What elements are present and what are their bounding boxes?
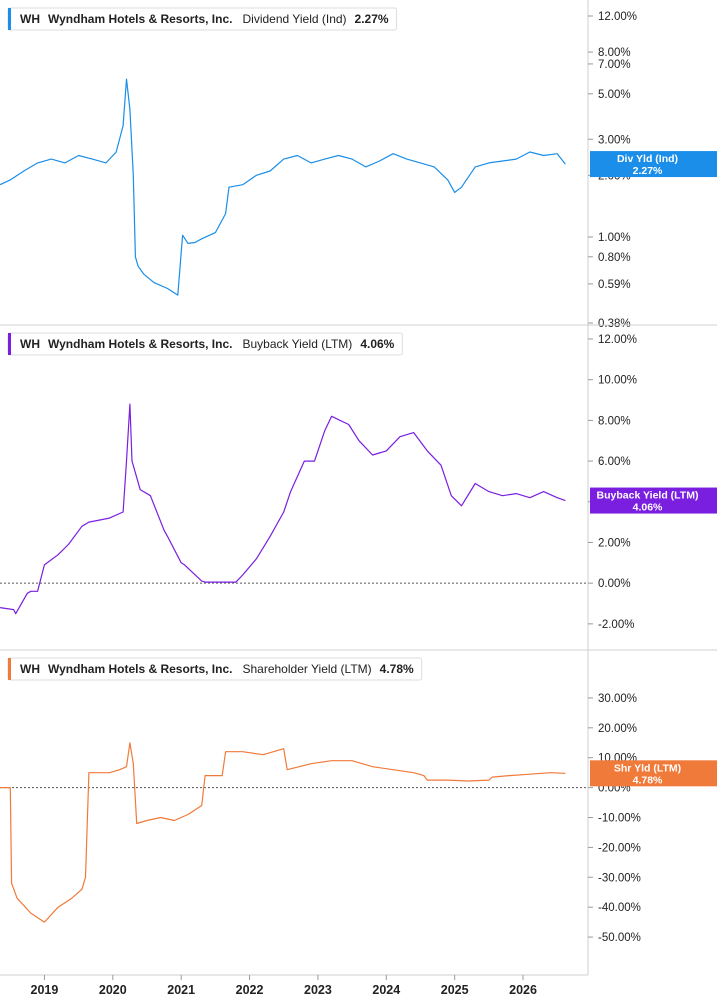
series-line — [0, 742, 566, 923]
y-tick-label: 20.00% — [598, 723, 637, 735]
value-flag: Buyback Yield (LTM)4.06% — [590, 487, 717, 514]
y-tick-label: 5.00% — [598, 89, 631, 101]
legend-ticker: WH — [20, 12, 40, 26]
x-tick-label: 2021 — [167, 983, 195, 997]
y-tick-label: -20.00% — [598, 842, 641, 854]
y-tick-label: 0.38% — [598, 318, 631, 330]
chart-panels: 0.38% 0.59% 0.80% 1.00% 2.00% 3.00% 5.00% 7.00%… — [0, 0, 717, 975]
legend-company: Wyndham Hotels & Resorts, Inc. — [48, 662, 232, 676]
legend-metric: Buyback Yield (LTM) — [242, 337, 352, 351]
x-tick-label: 2023 — [304, 983, 332, 997]
value-flag-value: 4.06% — [633, 502, 663, 514]
y-tick-label: 6.00% — [598, 456, 631, 468]
legend-last-value: 4.06% — [360, 337, 394, 351]
value-flag: Div Yld (Ind)2.27% — [590, 151, 717, 178]
legend: WH Wyndham Hotels & Resorts, Inc. Buyback … — [7, 332, 403, 356]
x-tick-label: 2024 — [372, 983, 400, 997]
legend-company: Wyndham Hotels & Resorts, Inc. — [48, 337, 232, 351]
y-tick-label: 7.00% — [598, 59, 631, 71]
value-flag-box — [590, 151, 717, 178]
legend-company: Wyndham Hotels & Resorts, Inc. — [48, 12, 232, 26]
y-tick-label: -40.00% — [598, 902, 641, 914]
x-tick-label: 2026 — [509, 983, 537, 997]
value-flag-box — [590, 487, 717, 514]
legend-last-value: 4.78% — [380, 662, 414, 676]
value-flag-value: 2.27% — [633, 165, 663, 177]
x-tick-label: 2025 — [441, 983, 469, 997]
y-tick-label: -2.00% — [598, 619, 634, 631]
y-tick-label: -50.00% — [598, 932, 641, 944]
y-tick-label: 12.00% — [598, 334, 637, 346]
chart-panel-1: 0.38%0.59%0.80%1.00%2.00%3.00%5.00%7.00%… — [0, 0, 717, 330]
value-flag-label: Shr Yld (LTM) — [614, 762, 681, 774]
legend-color-bar — [8, 333, 11, 355]
legend: WH Wyndham Hotels & Resorts, Inc. Dividend… — [7, 7, 398, 31]
y-tick-label: 2.00% — [598, 537, 631, 549]
y-tick-label: 0.80% — [598, 252, 631, 264]
series-line — [0, 403, 566, 615]
x-tick-label: 2020 — [99, 983, 127, 997]
legend-color-bar — [8, 8, 11, 30]
series-line — [0, 78, 566, 296]
y-tick-label: -10.00% — [598, 812, 641, 824]
y-tick-label: 10.00% — [598, 375, 637, 387]
legend-ticker: WH — [20, 662, 40, 676]
value-flag-box — [590, 760, 717, 787]
x-tick-label: 2019 — [31, 983, 59, 997]
value-flag-label: Buyback Yield (LTM) — [597, 490, 699, 502]
legend: WH Wyndham Hotels & Resorts, Inc. Sharehol… — [7, 657, 423, 681]
value-flag-label: Div Yld (Ind) — [617, 153, 678, 165]
chart-panel-3: -50.00%-40.00%-30.00%-20.00%-10.00%0.00%… — [0, 649, 717, 975]
value-flag-value: 4.78% — [633, 774, 663, 786]
legend-ticker: WH — [20, 337, 40, 351]
legend-color-bar — [8, 658, 11, 680]
y-tick-label: 0.59% — [598, 279, 631, 291]
y-tick-label: 8.00% — [598, 415, 631, 427]
y-tick-label: 12.00% — [598, 11, 637, 23]
value-flag: Shr Yld (LTM)4.78% — [590, 760, 717, 787]
y-tick-label: -30.00% — [598, 872, 641, 884]
y-tick-label: 30.00% — [598, 693, 637, 705]
legend-last-value: 2.27% — [355, 12, 389, 26]
x-axis: 2019 2020 2021 2022 2023 2024 2025 2026 — [0, 974, 588, 997]
legend-metric: Shareholder Yield (LTM) — [242, 662, 371, 676]
legend-metric: Dividend Yield (Ind) — [242, 12, 346, 26]
y-tick-label: 0.00% — [598, 578, 631, 590]
y-tick-label: 3.00% — [598, 134, 631, 146]
chart-panel-2: -2.00%0.00%2.00%4.00%6.00%8.00%10.00%12.… — [0, 324, 717, 650]
y-tick-label: 8.00% — [598, 47, 631, 59]
x-tick-label: 2022 — [236, 983, 264, 997]
y-tick-label: 1.00% — [598, 232, 631, 244]
